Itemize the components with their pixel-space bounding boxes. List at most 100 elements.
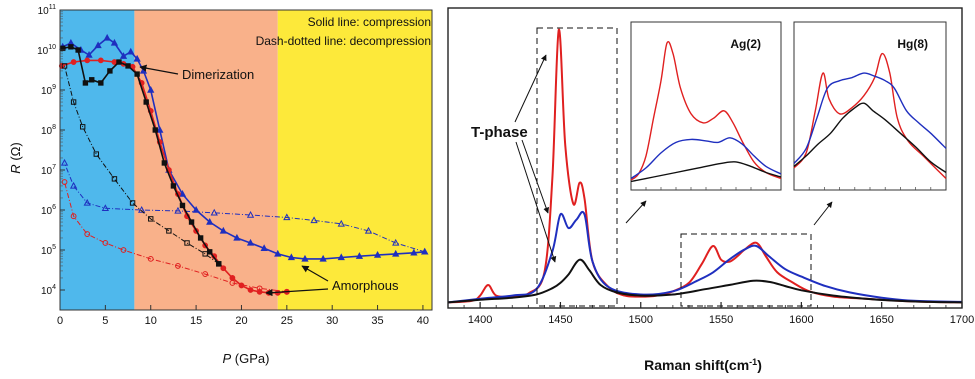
resistance-point — [246, 238, 255, 246]
resistance-point — [70, 59, 77, 65]
resistance-point — [421, 247, 429, 255]
resistance-point — [147, 255, 154, 262]
resistance-point — [152, 127, 158, 133]
inset-hg8-frame — [793, 21, 947, 191]
resistance-point — [287, 253, 296, 261]
resistance-point — [98, 80, 104, 86]
pressure-band-2 — [277, 10, 432, 310]
inset-hg8-ticks — [808, 187, 932, 190]
inset-spectrum-0 — [793, 52, 947, 179]
resistance-point — [178, 190, 187, 197]
resistance-point — [373, 250, 382, 258]
resistance-point — [210, 208, 218, 216]
resistance-point — [70, 213, 77, 220]
resistance-point — [129, 200, 136, 206]
resistance-point — [69, 181, 78, 189]
right-x-tick-label: 1550 — [709, 314, 733, 326]
raman-spectrum-2 — [447, 258, 963, 304]
resistance-point — [301, 254, 309, 262]
right-x-tick-label: 1400 — [468, 314, 492, 326]
left-y-tick-label: 106 — [41, 204, 56, 217]
inset-ag2-title: Ag(2) — [730, 37, 761, 51]
resistance-line-5 — [64, 65, 220, 265]
resistance-point — [175, 263, 181, 269]
right-x-tick-label: 1700 — [950, 314, 974, 326]
right-x-tick-label: 1650 — [869, 314, 893, 326]
resistance-point — [166, 228, 172, 234]
arrow-amorphous-upper — [301, 265, 329, 282]
arrow-dimerization — [139, 64, 179, 75]
resistance-point — [156, 125, 164, 133]
dashed-box-ag2 — [536, 27, 618, 307]
resistance-series — [58, 33, 429, 296]
left-x-tick-label: 15 — [190, 315, 202, 327]
resistance-point — [125, 63, 131, 69]
resistance-point — [89, 77, 95, 83]
resistance-point — [202, 271, 209, 277]
arrow-to-inset-hg8 — [813, 201, 833, 226]
resistance-point — [116, 59, 122, 65]
left-plot-frame — [59, 9, 433, 311]
left-x-tick-label: 20 — [235, 315, 247, 327]
left-y-tick-label: 1011 — [38, 4, 56, 17]
resistance-point — [143, 99, 149, 105]
right-chart: 1400 1450 1500 1550 1600 1650 1700 T-phase Ram… — [447, 7, 974, 373]
left-x-ticks: 0 5 10 15 20 25 30 35 40 — [57, 305, 429, 327]
inset-hg8-spectra — [793, 52, 947, 179]
resistance-point — [170, 183, 177, 189]
resistance-point — [184, 240, 190, 246]
resistance-point — [337, 219, 345, 227]
resistance-point — [220, 265, 227, 272]
resistance-point — [127, 47, 135, 55]
resistance-point — [355, 252, 364, 259]
resistance-point — [60, 158, 69, 166]
resistance-point — [107, 68, 113, 74]
resistance-point — [84, 231, 91, 237]
resistance-point — [202, 251, 208, 257]
resistance-point — [206, 217, 214, 225]
inset-ag2: Ag(2) — [630, 21, 782, 191]
resistance-point — [101, 204, 110, 212]
inset-spectrum-1 — [630, 137, 782, 180]
resistance-point — [283, 213, 291, 221]
left-x-tick-label: 40 — [417, 315, 429, 327]
resistance-point — [60, 45, 66, 52]
arrow-to-inset-ag2 — [625, 200, 647, 224]
resistance-point — [364, 226, 373, 234]
resistance-point — [110, 38, 119, 46]
resistance-point — [233, 233, 241, 241]
resistance-point — [337, 253, 345, 261]
resistance-point — [319, 254, 327, 262]
resistance-point — [310, 216, 318, 224]
resistance-point — [68, 44, 74, 50]
resistance-point — [161, 160, 168, 166]
raman-spectrum-1 — [447, 210, 963, 304]
resistance-point — [82, 80, 89, 86]
left-x-axis-label: P (GPa) — [223, 351, 270, 366]
left-x-tick-label: 25 — [281, 315, 293, 327]
resistance-point — [207, 249, 213, 255]
resistance-point — [246, 210, 255, 218]
resistance-point — [274, 249, 282, 257]
resistance-point — [85, 50, 93, 58]
resistance-point — [188, 219, 195, 225]
resistance-point — [84, 57, 91, 64]
left-y-tick-label: 105 — [41, 244, 56, 257]
left-y-tick-label: 1010 — [37, 44, 56, 57]
resistance-point — [83, 198, 91, 206]
resistance-point — [93, 151, 99, 157]
resistance-point — [148, 216, 154, 222]
arrow-amorphous-lower — [265, 288, 329, 297]
resistance-point — [134, 71, 140, 77]
left-x-tick-label: 35 — [371, 315, 383, 327]
annotation-amorphous: Amorphous — [332, 278, 399, 293]
resistance-point — [229, 280, 236, 286]
left-y-tick-label: 109 — [41, 84, 56, 97]
right-x-tick-label: 1450 — [548, 314, 572, 326]
pressure-bands — [60, 10, 432, 310]
resistance-point — [147, 85, 155, 93]
resistance-point — [133, 54, 141, 62]
pressure-band-1 — [134, 10, 278, 310]
inset-spectrum-1 — [793, 72, 947, 164]
right-x-tick-label: 1500 — [629, 314, 653, 326]
